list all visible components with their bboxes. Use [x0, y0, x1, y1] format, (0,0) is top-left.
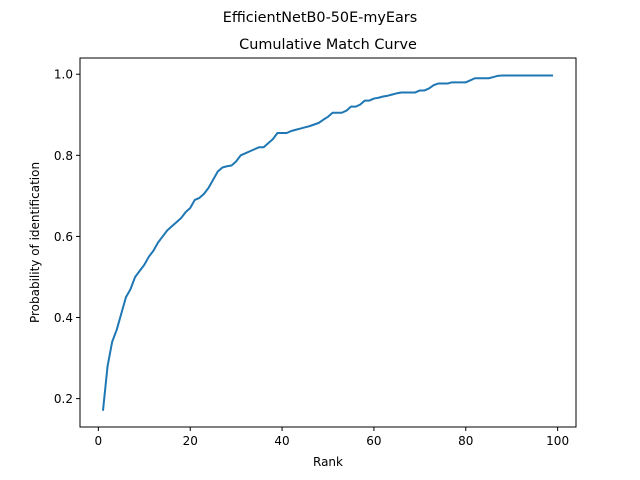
x-tick-label: 100: [546, 434, 569, 448]
x-axis-label: Rank: [313, 455, 343, 469]
y-axis-label: Probability of identification: [28, 162, 42, 323]
y-tick-label: 0.2: [54, 392, 73, 406]
y-tick-label: 0.6: [54, 230, 73, 244]
plot-frame: [79, 57, 577, 428]
chart-title: Cumulative Match Curve: [239, 37, 417, 53]
x-tick-label: 40: [274, 434, 289, 448]
x-tick-label: 0: [95, 434, 103, 448]
y-tick-label: 0.4: [54, 311, 73, 325]
axis-ticks: 0 20 40 60 80 100 0.2 0.4 0.6 0.8 1.0: [54, 68, 569, 448]
series-points: [102, 75, 554, 411]
x-tick-label: 80: [458, 434, 473, 448]
y-tick-label: 1.0: [54, 68, 73, 82]
x-tick-label: 60: [366, 434, 381, 448]
plot-area: 0 20 40 60 80 100 0.2 0.4 0.6 0.8 1.0: [54, 57, 577, 448]
x-tick-label: 20: [183, 434, 198, 448]
y-tick-label: 0.8: [54, 149, 73, 163]
figure-suptitle: EfficientNetB0-50E-myEars: [223, 10, 417, 26]
